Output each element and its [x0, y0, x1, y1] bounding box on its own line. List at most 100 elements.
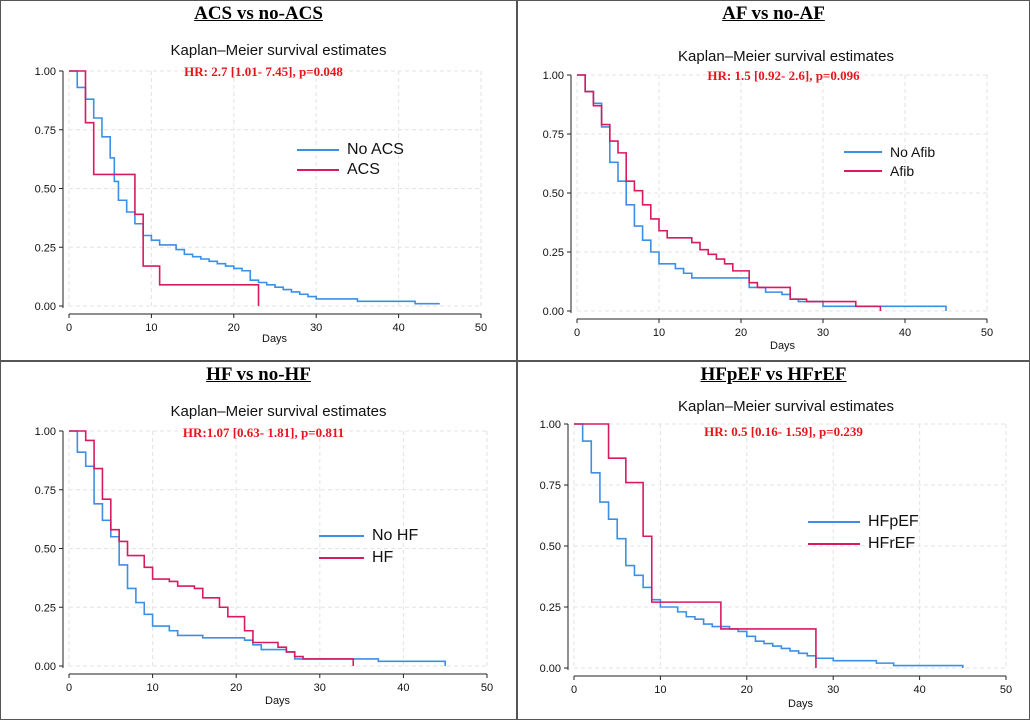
x-axis-label: Days [265, 695, 291, 707]
y-tick-label: 0.50 [35, 544, 56, 556]
km-plot-acs: 0.00 0.25 0.50 0.75 1.00 0 10 20 30 40 50 [35, 66, 488, 334]
legend-swatch-blue [297, 149, 339, 151]
km-panel-acs: 0.00 0.25 0.50 0.75 1.00 0 10 20 30 40 50 ACS vs n… [0, 0, 517, 361]
y-tick-label: 0.50 [35, 184, 56, 196]
x-tick-label: 40 [392, 322, 404, 334]
km-curve-no-acs [69, 70, 440, 305]
x-tick-label: 40 [899, 327, 911, 339]
x-tick-label: 30 [310, 322, 322, 334]
legend-swatch-blue [319, 535, 364, 537]
panel-title: HFpEF vs HFrEF [700, 364, 847, 385]
x-tick-label: 20 [735, 327, 747, 339]
hazard-ratio-annotation: HR: 1.5 [0.92- 2.6], p=0.096 [707, 68, 860, 83]
y-tick-label: 0.75 [35, 125, 56, 137]
x-tick-label: 0 [66, 322, 72, 334]
km-curve-hf [69, 430, 355, 666]
km-curve-hfref [574, 423, 817, 668]
x-axis-label: Days [770, 340, 796, 352]
x-axis-label: Days [788, 698, 814, 710]
panel-title: AF vs no-AF [722, 3, 825, 24]
x-tick-label: 10 [653, 327, 665, 339]
legend-label: HFpEF [868, 513, 919, 530]
legend-label: No Afib [890, 144, 936, 160]
x-tick-label: 50 [481, 682, 493, 694]
x-tick-label: 20 [228, 322, 240, 334]
x-axis-label: Days [262, 333, 288, 345]
x-tick-label: 50 [981, 327, 993, 339]
km-curve-afib [577, 74, 882, 311]
x-tick-label: 10 [145, 322, 157, 334]
panel-title: ACS vs no-ACS [194, 3, 323, 24]
x-tick-label: 50 [1000, 684, 1012, 696]
hazard-ratio-annotation: HR: 0.5 [0.16- 1.59], p=0.239 [704, 424, 863, 439]
km-panel-hfpef: 0.00 0.25 0.50 0.75 1.00 0 10 20 30 40 50 HFpEF vs… [517, 361, 1030, 720]
y-tick-label: 0.25 [543, 247, 564, 259]
legend-entry-afib: Afib [844, 163, 935, 179]
legend-label: HFrEF [868, 535, 916, 552]
x-tick-label: 40 [397, 682, 409, 694]
legend: No ACS ACS [297, 141, 404, 179]
km-title: Kaplan–Meier survival estimates [170, 42, 387, 59]
legend-swatch-red [808, 543, 860, 545]
x-tick-label: 10 [146, 682, 158, 694]
legend-swatch-red [319, 557, 364, 559]
x-tick-label: 30 [817, 327, 829, 339]
legend-entry-no-afib: No Afib [844, 144, 935, 160]
legend-swatch-blue [844, 151, 882, 153]
legend-entry-hfpef: HFpEF [808, 513, 919, 531]
km-panel-hf: 0.00 0.25 0.50 0.75 1.00 0 10 20 30 40 50 HF vs no… [0, 361, 517, 720]
legend: No HF HF [319, 527, 418, 567]
legend-entry-no-hf: No HF [319, 527, 418, 545]
x-tick-label: 0 [571, 684, 577, 696]
y-tick-label: 0.25 [540, 602, 561, 614]
x-tick-label: 0 [574, 327, 580, 339]
y-tick-label: 0.75 [543, 129, 564, 141]
panel-title: HF vs no-HF [206, 364, 311, 385]
x-tick-label: 20 [230, 682, 242, 694]
legend-swatch-blue [808, 521, 860, 523]
legend-entry-hf: HF [319, 549, 418, 567]
km-title: Kaplan–Meier survival estimates [170, 403, 387, 420]
y-tick-label: 0.75 [35, 485, 56, 497]
km-curve-acs [69, 70, 260, 306]
y-tick-label: 0.75 [540, 480, 561, 492]
legend-entry-hfref: HFrEF [808, 535, 919, 553]
legend-label: Afib [890, 163, 915, 179]
km-curve-hfpef [574, 423, 964, 668]
legend-label: HF [372, 549, 394, 566]
km-plot-hf: 0.00 0.25 0.50 0.75 1.00 0 10 20 30 40 50 [35, 426, 494, 694]
legend: HFpEF HFrEF [808, 513, 919, 553]
hazard-ratio-annotation: HR: 2.7 [1.01- 7.45], p=0.048 [184, 64, 343, 79]
km-title: Kaplan–Meier survival estimates [678, 398, 894, 415]
legend-swatch-red [844, 170, 882, 172]
km-title: Kaplan–Meier survival estimates [678, 48, 894, 65]
y-tick-label: 1.00 [543, 70, 564, 82]
y-tick-label: 0.00 [543, 306, 564, 318]
y-tick-label: 1.00 [35, 426, 56, 438]
hazard-ratio-annotation: HR:1.07 [0.63- 1.81], p=0.811 [182, 425, 345, 440]
legend-label: No HF [372, 527, 419, 544]
x-tick-label: 40 [913, 684, 925, 696]
y-tick-label: 0.50 [543, 188, 564, 200]
legend-swatch-red [297, 169, 339, 171]
y-tick-label: 0.25 [35, 602, 56, 614]
y-tick-label: 0.25 [35, 242, 56, 254]
legend: No Afib Afib [844, 144, 935, 179]
x-tick-label: 30 [827, 684, 839, 696]
km-panel-af: 0.00 0.25 0.50 0.75 1.00 0 10 20 30 40 50 AF vs no… [517, 0, 1030, 361]
legend-label: ACS [347, 161, 380, 178]
legend-label: No ACS [347, 141, 404, 158]
x-tick-label: 0 [66, 682, 72, 694]
km-plot-af: 0.00 0.25 0.50 0.75 1.00 0 10 20 30 40 50 [543, 70, 994, 339]
y-tick-label: 0.00 [540, 663, 561, 675]
km-plot-hfpef: 0.00 0.25 0.50 0.75 1.00 0 10 20 30 40 50 [540, 419, 1013, 696]
y-tick-label: 1.00 [35, 66, 56, 78]
y-tick-label: 0.00 [35, 301, 56, 313]
x-tick-label: 30 [314, 682, 326, 694]
legend-entry-no-acs: No ACS [297, 141, 404, 159]
legend-entry-acs: ACS [297, 161, 404, 179]
x-tick-label: 20 [741, 684, 753, 696]
x-tick-label: 50 [475, 322, 487, 334]
y-tick-label: 0.00 [35, 661, 56, 673]
x-tick-label: 10 [654, 684, 666, 696]
